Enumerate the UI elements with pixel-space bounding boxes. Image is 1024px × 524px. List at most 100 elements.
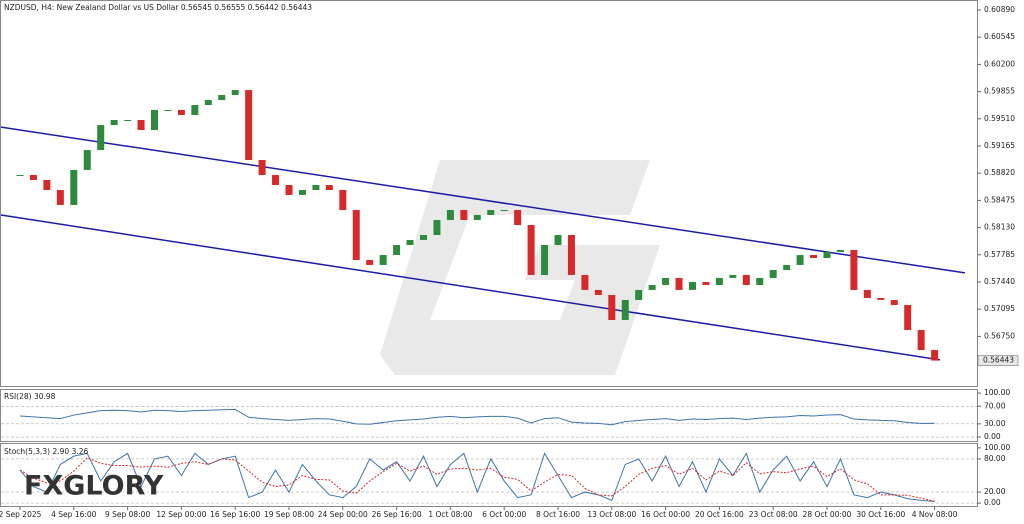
candle bbox=[285, 185, 293, 195]
candle bbox=[836, 249, 844, 252]
candle bbox=[689, 281, 696, 290]
candle bbox=[608, 294, 616, 320]
candle bbox=[137, 119, 145, 130]
candle bbox=[16, 175, 24, 177]
y-tick-label: 100.00 bbox=[984, 443, 1010, 452]
candle bbox=[810, 255, 818, 259]
y-tick-label: 0.00 bbox=[984, 432, 1001, 441]
candle bbox=[850, 249, 858, 290]
candle bbox=[406, 239, 414, 246]
channel-line bbox=[0, 126, 966, 274]
y-tick-label: 100.00 bbox=[984, 388, 1010, 397]
candle bbox=[594, 289, 602, 295]
candle bbox=[554, 235, 562, 246]
candle bbox=[352, 210, 360, 260]
candle bbox=[702, 281, 710, 285]
x-tick-label: 2 Sep 2025 bbox=[0, 510, 42, 519]
candle bbox=[204, 100, 212, 106]
candle bbox=[567, 235, 575, 275]
x-tick-label: 24 Sep 00:00 bbox=[318, 510, 368, 519]
candle bbox=[917, 330, 925, 351]
candle bbox=[151, 109, 158, 130]
candle bbox=[393, 245, 401, 256]
channel-line bbox=[0, 214, 941, 361]
candle bbox=[56, 189, 64, 205]
candle bbox=[83, 150, 91, 170]
candle bbox=[823, 251, 831, 259]
y-tick-label: 30.00 bbox=[984, 419, 1006, 428]
candle bbox=[191, 105, 199, 116]
candle bbox=[635, 289, 643, 300]
x-tick-label: 1 Oct 08:00 bbox=[428, 510, 472, 519]
candle bbox=[541, 245, 549, 275]
indicator-line bbox=[19, 452, 935, 503]
x-tick-label: 30 Oct 16:00 bbox=[856, 510, 905, 519]
candle bbox=[877, 297, 885, 300]
candle bbox=[420, 235, 427, 240]
y-tick-label: 0.58130 bbox=[984, 223, 1015, 232]
candle bbox=[446, 210, 454, 221]
x-tick-label: 4 Nov 08:00 bbox=[912, 510, 958, 519]
candle bbox=[366, 259, 374, 265]
indicator-line bbox=[19, 457, 935, 502]
current-price: 0.56443 bbox=[983, 356, 1014, 365]
x-tick-label: 16 Sep 16:00 bbox=[210, 510, 260, 519]
candle bbox=[110, 119, 118, 126]
x-tick-label: 12 Sep 00:00 bbox=[156, 510, 206, 519]
x-tick-label: 26 Sep 16:00 bbox=[372, 510, 422, 519]
candle bbox=[298, 189, 306, 195]
candle bbox=[527, 224, 535, 275]
x-tick-label: 20 Oct 16:00 bbox=[695, 510, 744, 519]
rsi-panel bbox=[0, 389, 978, 442]
candle bbox=[258, 160, 266, 176]
candle bbox=[70, 169, 78, 205]
watermark-text: FXGLORY bbox=[24, 471, 164, 502]
price-box bbox=[977, 355, 1019, 366]
stoch-title: Stoch(5,3,3) 2.90 3.26 bbox=[4, 447, 88, 456]
y-tick-label: 0.60890 bbox=[984, 5, 1015, 14]
candle bbox=[487, 210, 495, 215]
candle bbox=[245, 90, 253, 161]
candle bbox=[460, 210, 468, 221]
candle bbox=[339, 189, 347, 211]
candle bbox=[29, 175, 37, 180]
candle bbox=[648, 284, 656, 290]
candle bbox=[742, 274, 750, 285]
candle bbox=[904, 305, 912, 331]
stoch-panel bbox=[0, 443, 978, 507]
candle bbox=[312, 185, 320, 190]
y-tick-label: 0.58820 bbox=[984, 168, 1015, 177]
y-tick-label: 70.00 bbox=[984, 401, 1006, 410]
candle bbox=[931, 350, 939, 361]
y-tick-label: 0.60200 bbox=[984, 59, 1015, 68]
chart-title: NZDUSD, H4: New Zealand Dollar vs US Dol… bbox=[4, 3, 312, 12]
x-tick-label: 4 Sep 16:00 bbox=[51, 510, 97, 519]
candle bbox=[514, 210, 522, 225]
candle bbox=[231, 90, 239, 95]
candle bbox=[433, 220, 441, 236]
y-tick-label: 0.57095 bbox=[984, 304, 1015, 313]
rsi-title: RSI(28) 30.98 bbox=[4, 392, 56, 401]
candle bbox=[675, 277, 683, 290]
candle bbox=[124, 119, 132, 121]
candle bbox=[621, 299, 629, 320]
candle bbox=[783, 264, 791, 271]
candle bbox=[43, 179, 51, 190]
candle bbox=[325, 185, 333, 190]
y-tick-label: 0.59165 bbox=[984, 141, 1015, 150]
y-tick-label: 0.59855 bbox=[984, 87, 1015, 96]
x-tick-label: 19 Sep 08:00 bbox=[264, 510, 314, 519]
candle bbox=[379, 255, 387, 265]
candle bbox=[218, 94, 226, 101]
y-tick-label: 0.57440 bbox=[984, 277, 1015, 286]
x-tick-label: 16 Oct 00:00 bbox=[641, 510, 690, 519]
x-tick-label: 13 Oct 08:00 bbox=[587, 510, 636, 519]
y-tick-label: 80.00 bbox=[984, 454, 1006, 463]
candle bbox=[796, 255, 804, 265]
candle bbox=[177, 109, 185, 116]
y-tick-label: 0.59510 bbox=[984, 114, 1015, 123]
y-tick-label: 0.57785 bbox=[984, 250, 1015, 259]
candle bbox=[97, 125, 105, 151]
candle bbox=[272, 175, 280, 186]
